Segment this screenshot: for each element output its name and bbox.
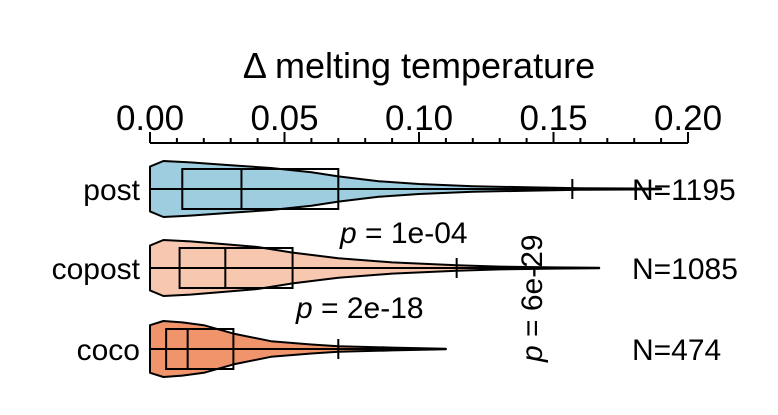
category-label: post	[83, 174, 140, 207]
n-label: N=1085	[632, 253, 738, 286]
violin-group-post: post N=1195	[83, 160, 736, 218]
box-post	[181, 168, 340, 210]
p-value-label-rotated: p = 6e-29	[516, 234, 549, 363]
category-label: copost	[52, 253, 141, 286]
x-tick-label: 0.05	[250, 99, 318, 138]
chart-title: Δ melting temperature	[243, 45, 595, 86]
box-coco	[165, 328, 235, 370]
n-label: N=1195	[632, 174, 736, 207]
box-copost	[178, 247, 294, 289]
x-tick-label: 0.10	[385, 99, 453, 138]
x-tick-label: 0.00	[116, 99, 184, 138]
category-label: coco	[77, 334, 140, 367]
p-value-label: p = 2e-18	[295, 292, 424, 325]
violin-group-copost: copost N=1085	[52, 239, 738, 297]
p-value-label: p = 1e-04	[339, 217, 468, 250]
x-tick-label: 0.20	[654, 99, 722, 138]
n-label: N=474	[632, 334, 721, 367]
x-tick-label: 0.15	[519, 99, 587, 138]
violin-group-coco: coco N=474	[77, 320, 721, 378]
